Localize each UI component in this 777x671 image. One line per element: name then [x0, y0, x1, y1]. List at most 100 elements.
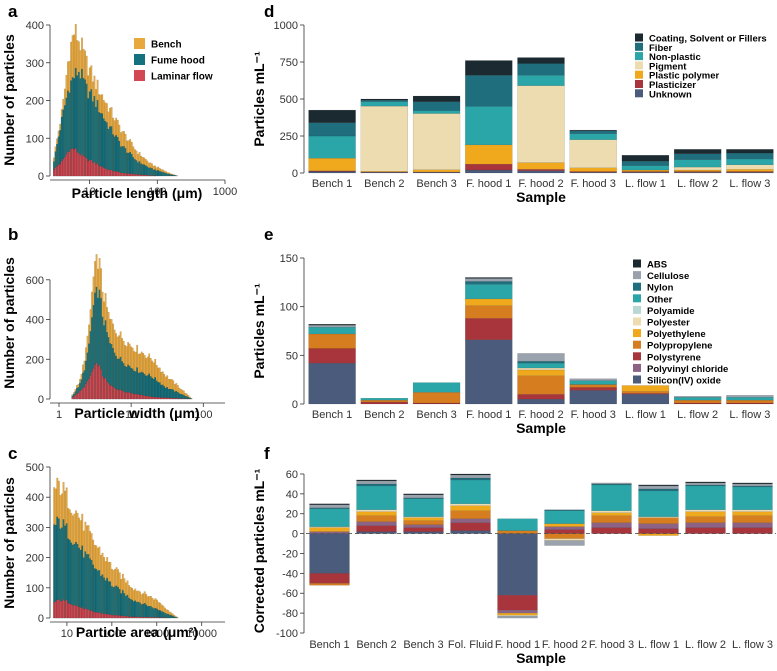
hist-bar-fume [157, 609, 160, 619]
hist-bar-laminar [142, 616, 145, 619]
bar-segment-pvc [403, 524, 444, 528]
x-tick-label: L. flow 3 [729, 178, 770, 190]
hist-bar-laminar [88, 378, 90, 400]
x-tick-label: L. flow 1 [638, 639, 679, 651]
bar-segment-polystyrene [356, 525, 397, 532]
legend-label: Nylon [647, 283, 674, 294]
bar-segment-plasticpoly [412, 169, 461, 173]
y-tick-label: 60 [286, 469, 298, 481]
hist-bar-fume [158, 382, 161, 400]
hist-bar-fume [160, 611, 163, 619]
bar-segment-fiber [674, 153, 722, 160]
hist-bar-laminar [59, 163, 62, 177]
hist-bar-fume [134, 600, 137, 619]
hist-bar-laminar [119, 389, 122, 400]
y-axis-title: Number of particles [1, 257, 17, 389]
y-tick-label: 250 [280, 131, 298, 143]
hist-bar-laminar [107, 383, 110, 400]
hist-bar-laminar [121, 390, 124, 400]
bar-segment-plasticizer [621, 171, 670, 173]
hist-bar-fume [160, 171, 163, 177]
legend-label: Fiber [649, 43, 673, 54]
bar-segment-abs [308, 324, 356, 326]
x-tick-label: L. flow 1 [625, 409, 666, 421]
bar-segment-cellulose [591, 482, 632, 485]
legend-label: Pigment [649, 61, 687, 72]
hist-bar-laminar [158, 397, 161, 400]
bar-segment-pigment [726, 164, 774, 170]
hist-bar-fume [148, 373, 151, 400]
bar-segment-fiber [308, 122, 356, 137]
hist-bar-fume [164, 612, 166, 619]
hist-bar-laminar [54, 601, 57, 619]
bar-segment-pigment [569, 139, 617, 168]
bar-segment-coating [412, 95, 461, 102]
stacked-bars-d [308, 57, 774, 174]
hist-bar-fume [135, 601, 138, 619]
hist-bar-laminar [94, 364, 96, 400]
hist-bar-fume [105, 122, 108, 177]
bar-segment-plasticpoly [465, 144, 513, 165]
hist-bar-laminar [90, 610, 93, 619]
hist-bar-laminar [101, 613, 104, 619]
bar-segment-polystyrene [403, 527, 444, 532]
bar-segment-cellulose [465, 278, 513, 282]
hist-bar-laminar [116, 171, 119, 177]
hist-bar-laminar [74, 148, 77, 177]
bar-segment-plasticizer [517, 169, 565, 171]
hist-bar-fume [173, 616, 176, 619]
bar-segment-other [308, 326, 356, 335]
bar-segment-polyethylene [591, 512, 632, 516]
hist-bar-laminar [134, 616, 137, 619]
y-tick-label: -20 [282, 548, 298, 560]
hist-bar-fume [176, 391, 179, 400]
hist-bar-laminar [106, 381, 108, 400]
x-axis-title: Sample [516, 420, 566, 436]
hist-bar-fume [129, 598, 132, 619]
hist-bar-fume [155, 170, 158, 177]
legend-label: Polypropylene [647, 341, 712, 352]
hist-bar-fume [163, 386, 166, 400]
x-tick-label: 100 [103, 628, 121, 640]
bar-segment-polystyrene [544, 529, 585, 534]
hist-bar-laminar [87, 160, 90, 177]
hist-bar-fume [178, 393, 181, 400]
bar-segment-nylon [544, 509, 585, 511]
legend-label: Non-plastic [649, 52, 701, 63]
y-tick-label: 400 [26, 492, 44, 504]
x-tick-label: Bench 1 [312, 178, 352, 190]
hist-bar-fume [156, 608, 159, 619]
bar-segment-polyethylene [450, 505, 491, 511]
legend-swatch-fume [134, 54, 145, 65]
hist-bar-laminar [154, 396, 157, 400]
hist-bar-fume [123, 593, 126, 619]
hist-bar-laminar [74, 395, 77, 400]
hist-bar-laminar [65, 599, 68, 619]
bar-segment-abs [356, 479, 397, 482]
y-tick-label: 300 [26, 58, 44, 70]
hist-bar-laminar [84, 608, 87, 619]
bar-segment-polypropylene [591, 515, 632, 523]
hist-bar-laminar [161, 397, 164, 400]
hist-bar-fume [121, 590, 124, 619]
bar-segment-cellulose [544, 540, 585, 546]
bar-segment-polypropylene [465, 305, 513, 319]
hist-bar-laminar [87, 609, 90, 619]
hist-bar-laminar [73, 149, 76, 177]
bar-segment-polyethylene [621, 385, 670, 392]
hist-bar-fume [155, 380, 158, 400]
hist-bar-laminar [68, 603, 71, 619]
hist-bar-laminar [112, 386, 115, 400]
hist-bar-fume [144, 165, 147, 177]
legend-label: Plasticizer [649, 80, 696, 91]
hist-bar-fume [104, 121, 107, 177]
hist-bar-laminar [139, 394, 142, 400]
bar-segment-plasticpoly [674, 169, 722, 172]
hist-bar-fume [143, 373, 146, 400]
hist-bar-fume [142, 603, 145, 619]
hist-bar-laminar [133, 174, 136, 177]
bar-segment-abs [309, 503, 350, 505]
hist-bar-laminar [91, 162, 94, 177]
hist-bar-laminar [67, 603, 70, 619]
panel-label-a: a [8, 2, 18, 21]
